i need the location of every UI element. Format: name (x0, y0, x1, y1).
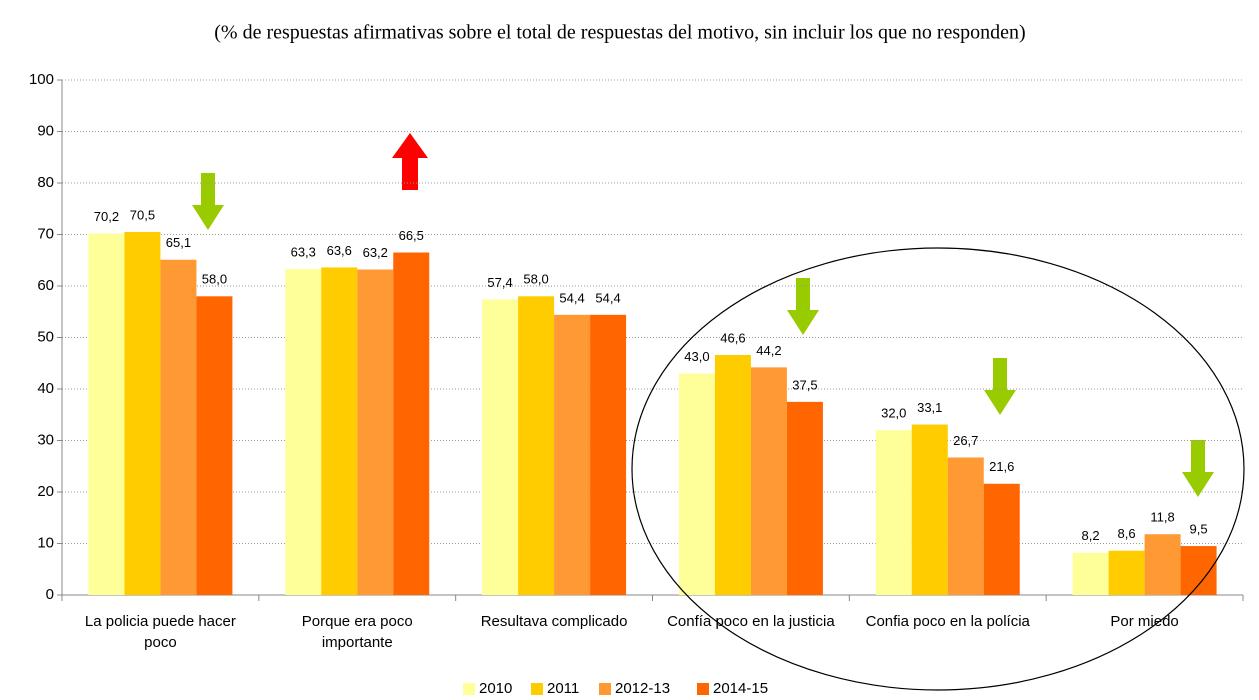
y-tick-label: 20 (37, 483, 54, 500)
value-label: 33,1 (917, 400, 942, 415)
y-tick-label: 100 (29, 71, 54, 88)
arrows (192, 133, 1214, 497)
bar (911, 424, 948, 595)
bar (393, 252, 430, 595)
up-arrow (392, 133, 428, 190)
down-arrow (1182, 440, 1214, 497)
bar (875, 430, 912, 595)
legend-swatch (599, 683, 611, 695)
down-arrow (787, 278, 819, 335)
bar (357, 269, 394, 595)
legend-swatch (463, 683, 475, 695)
y-tick-label: 60 (37, 277, 54, 294)
bar (196, 296, 233, 595)
y-tick-label: 90 (37, 122, 54, 139)
value-label: 70,5 (130, 207, 155, 222)
bar (285, 269, 322, 595)
legend-swatch (697, 683, 709, 695)
x-tick-label: Resultava complicado (480, 613, 628, 630)
value-label: 8,6 (1118, 526, 1136, 541)
highlight-ellipse (631, 247, 1245, 691)
value-label: 63,2 (363, 245, 388, 260)
bar (1072, 552, 1109, 595)
value-label: 70,2 (94, 209, 119, 224)
down-arrow (984, 358, 1016, 415)
legend-label: 2011 (547, 680, 579, 697)
value-label: 57,4 (487, 275, 512, 290)
x-tick-label: Porque era poco importante (301, 613, 413, 651)
y-tick-label: 30 (37, 431, 54, 448)
bar (124, 231, 161, 596)
legend-label: 2014-15 (713, 680, 768, 697)
down-arrow (192, 173, 224, 230)
value-label: 58,0 (202, 272, 227, 287)
value-label: 9,5 (1190, 522, 1208, 537)
bar (518, 296, 555, 595)
value-label: 66,5 (399, 228, 424, 243)
bar (750, 367, 787, 595)
bar (1180, 546, 1217, 595)
value-label: 11,8 (1150, 510, 1174, 525)
bar (590, 314, 627, 595)
x-tick-label: Confía poco en la justicia (667, 613, 835, 630)
bar (678, 373, 715, 595)
y-tick-label: 70 (37, 225, 54, 242)
legend-swatch (531, 683, 543, 695)
legend-label: 2010 (479, 680, 512, 697)
y-tick-label: 40 (37, 380, 54, 397)
bar (1108, 550, 1145, 595)
bar (321, 267, 358, 595)
value-label: 54,4 (559, 290, 584, 305)
x-tick-label: La policia puede hacer poco (84, 613, 236, 651)
bar (714, 355, 751, 595)
value-label: 44,2 (756, 343, 781, 358)
x-tick-label: Por miedo (1110, 613, 1179, 630)
value-label: 58,0 (523, 272, 548, 287)
value-label: 37,5 (792, 377, 817, 392)
y-tick-label: 50 (37, 328, 54, 345)
value-label: 32,0 (881, 406, 906, 421)
bar (947, 457, 984, 595)
legend-label: 2012-13 (615, 680, 670, 697)
bar (1144, 534, 1181, 595)
y-tick-label: 0 (46, 586, 54, 603)
x-tick-label: Confia poco en la polícia (865, 613, 1030, 630)
value-label: 63,6 (327, 243, 352, 258)
bar (160, 259, 197, 595)
chart-title: (% de respuestas afirmativas sobre el to… (214, 22, 1025, 44)
value-label: 21,6 (989, 459, 1014, 474)
bar (554, 314, 591, 595)
value-label: 26,7 (953, 433, 978, 448)
bar (88, 233, 125, 595)
y-tick-label: 80 (37, 174, 54, 191)
bar (983, 483, 1020, 595)
value-label: 63,3 (291, 244, 316, 259)
value-label: 54,4 (595, 290, 620, 305)
value-label: 46,6 (720, 330, 745, 345)
value-label: 65,1 (166, 235, 191, 250)
y-tick-label: 10 (37, 534, 54, 551)
bar (786, 401, 823, 595)
bar (482, 299, 519, 595)
value-label: 43,0 (684, 349, 709, 364)
value-label: 8,2 (1082, 528, 1100, 543)
